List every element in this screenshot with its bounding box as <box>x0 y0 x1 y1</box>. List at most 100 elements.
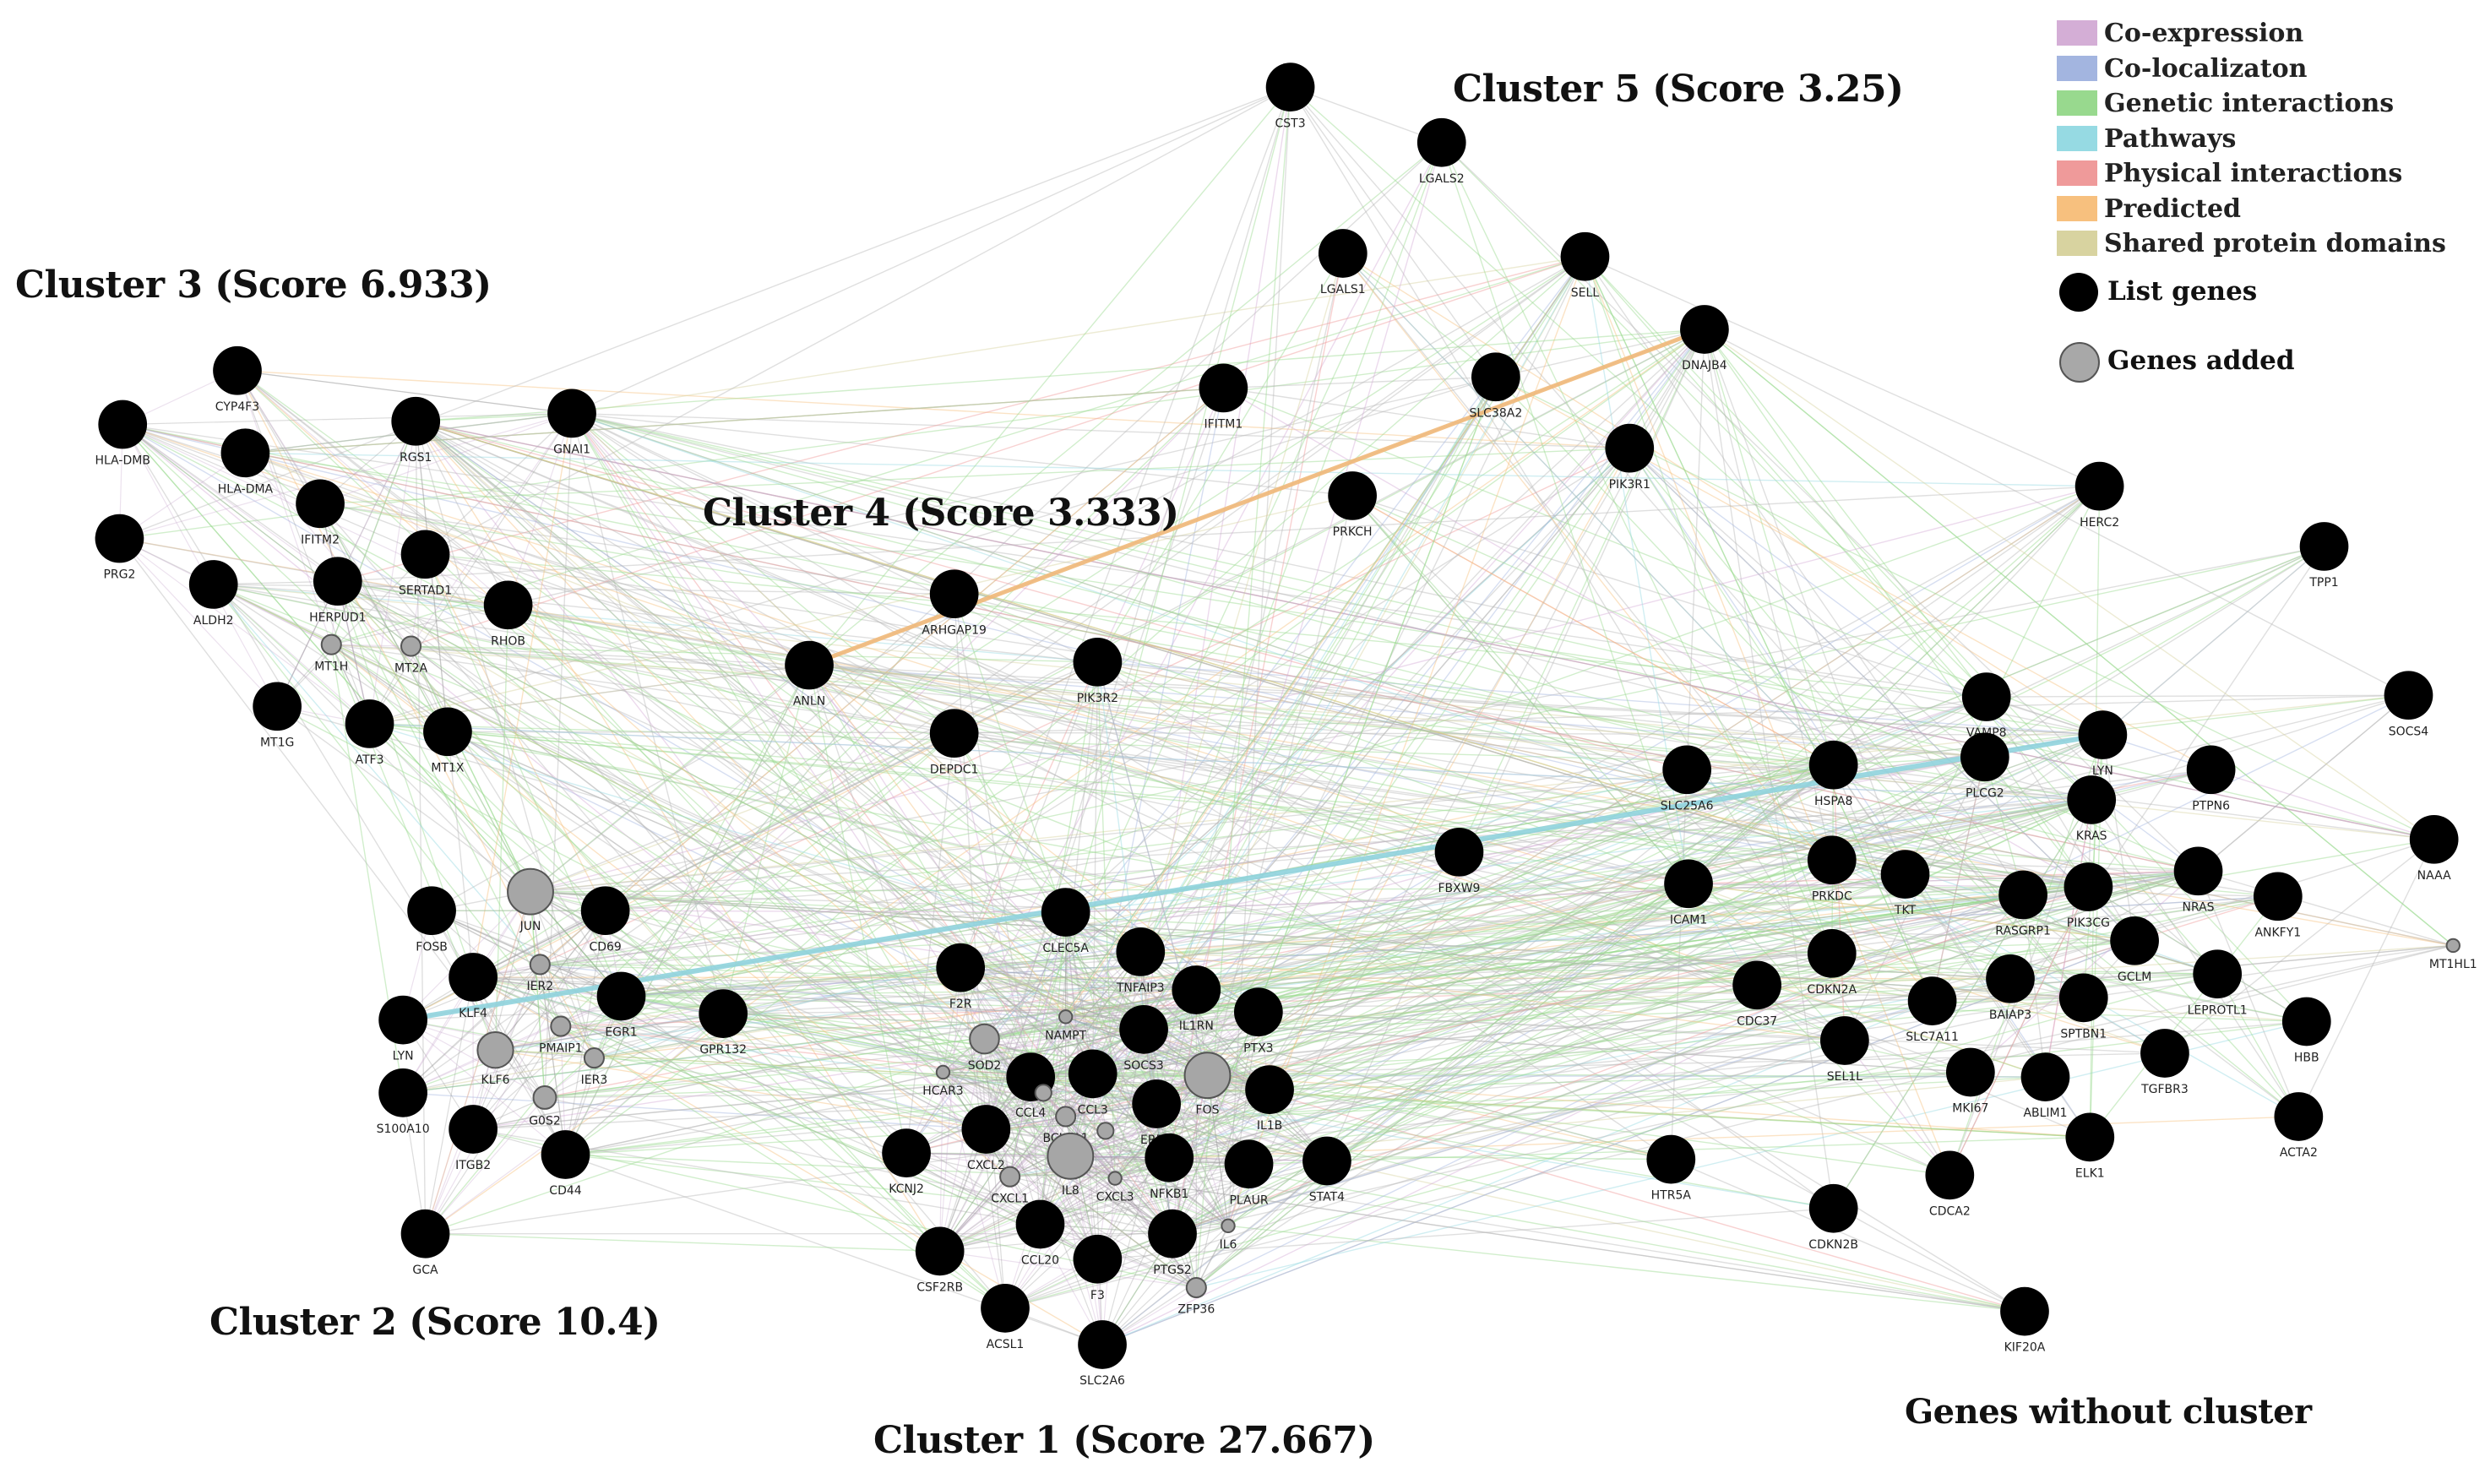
interaction-edge <box>1065 329 1705 913</box>
interaction-edge <box>960 86 1291 968</box>
interaction-edge <box>1207 769 1688 1076</box>
interaction-edge <box>985 448 1630 1130</box>
interaction-edge <box>808 664 1985 758</box>
interaction-edge <box>1686 329 1705 770</box>
interaction-edge <box>1688 769 2211 885</box>
interaction-edge <box>276 705 1066 1117</box>
interaction-edge <box>1144 973 2218 1030</box>
interaction-edge <box>939 1076 1031 1252</box>
gene-label-kras: KRAS <box>2076 829 2107 843</box>
interaction-edge <box>245 452 1971 1074</box>
interaction-edge <box>237 370 332 645</box>
interaction-edge <box>403 799 2092 1094</box>
interaction-edge <box>237 370 1630 449</box>
added-gene-node-jun <box>507 867 554 916</box>
interaction-edge <box>572 412 1630 449</box>
list-gene-node-ifitm1 <box>1199 363 1248 413</box>
gene-label-cxcl2: CXCL2 <box>967 1159 1005 1172</box>
interaction-edge <box>1092 1074 1103 1345</box>
interaction-edge <box>540 769 2211 965</box>
interaction-edge <box>1140 894 2024 953</box>
list-gene-node-rhob <box>483 580 533 630</box>
interaction-edge <box>540 964 1145 1030</box>
interaction-edge <box>402 486 2100 1094</box>
gene-label-gpr132: GPR132 <box>699 1043 747 1057</box>
interaction-edge <box>1172 495 1353 1234</box>
interaction-edge <box>905 256 1586 1154</box>
interaction-edge <box>984 886 2089 1040</box>
interaction-edge <box>402 964 541 1094</box>
gene-label-plcg2: PLCG2 <box>1966 786 2004 800</box>
interaction-edge <box>1326 894 2024 1162</box>
interaction-edge <box>1065 1016 1270 1090</box>
list-gene-node-prg2 <box>95 514 144 563</box>
interaction-edge <box>621 940 2135 997</box>
interaction-edge <box>1172 859 1833 1235</box>
list-gene-node-pik3r2 <box>1073 637 1123 687</box>
interaction-edge <box>213 584 1197 991</box>
added-gene-node-zfp36 <box>1185 1276 1207 1299</box>
interaction-edge <box>1949 886 2090 1176</box>
interaction-edge <box>1030 1076 2026 1313</box>
interaction-edge <box>1114 953 1832 1179</box>
interaction-edge <box>939 1089 1270 1252</box>
interaction-edge <box>954 732 1906 875</box>
interaction-edge <box>1269 973 2218 1090</box>
interaction-edge <box>237 370 595 1058</box>
interaction-edge <box>943 1029 1145 1074</box>
interaction-edge <box>906 1152 1071 1157</box>
interaction-edge <box>983 1039 1006 1308</box>
interaction-edge <box>1070 1155 2026 1313</box>
interaction-edge <box>986 953 1832 1130</box>
interaction-edge <box>1101 940 2135 1345</box>
interaction-edge <box>985 256 1586 1130</box>
interaction-edge <box>369 723 2089 888</box>
interaction-edge <box>473 944 2454 1130</box>
interaction-edge <box>1704 329 2409 696</box>
interaction-edge <box>415 421 810 666</box>
interaction-edge <box>447 731 1846 1041</box>
interaction-edge <box>983 1038 1041 1225</box>
interaction-edge <box>960 967 1328 1162</box>
interaction-edge <box>402 967 961 1094</box>
list-gene-node-tpp1 <box>2299 522 2349 571</box>
interaction-edge <box>1585 256 2100 487</box>
interaction-edge <box>1704 329 2454 946</box>
interaction-edge <box>1065 1016 1270 1090</box>
interaction-edge <box>119 538 370 725</box>
interaction-edge <box>986 1128 1197 1288</box>
interaction-edge <box>1195 883 1689 1289</box>
gene-label-nampt: NAMPT <box>1045 1029 1087 1042</box>
list-gene-node-baiap3 <box>1986 954 2035 1003</box>
interaction-edge <box>1833 696 1987 766</box>
list-gene-node-hbb <box>2281 997 2331 1046</box>
interaction-edge <box>122 423 411 647</box>
interaction-edge <box>1030 1076 1173 1235</box>
gene-label-ifitm2: IFITM2 <box>301 533 340 546</box>
interaction-edge <box>571 412 1353 497</box>
interaction-edge <box>369 723 2199 872</box>
interaction-edge <box>237 370 1208 1076</box>
interaction-edge <box>424 996 623 1235</box>
interaction-edge <box>1223 387 2089 888</box>
interaction-edge <box>571 412 1173 1235</box>
interaction-edge <box>369 376 1497 725</box>
interaction-edge <box>1269 448 1630 1090</box>
interaction-edge <box>985 86 1291 1130</box>
legend-swatch <box>2057 195 2097 221</box>
interaction-edge <box>621 732 955 997</box>
interaction-edge <box>1831 859 2166 1054</box>
interaction-edge <box>808 664 2046 1078</box>
interaction-edge <box>530 485 2100 893</box>
gene-label-ccl4: CCL4 <box>1015 1106 1046 1120</box>
interaction-edge <box>808 664 1832 861</box>
gene-label-herc2: HERC2 <box>2080 516 2119 530</box>
interaction-edge <box>564 911 606 1155</box>
interaction-edge <box>1172 1011 1259 1234</box>
interaction-edge <box>1196 873 1906 991</box>
interaction-edge <box>560 1025 1041 1226</box>
list-gene-node-socs4 <box>2384 671 2433 720</box>
interaction-edge <box>1688 486 2101 884</box>
interaction-edge <box>1905 799 2092 875</box>
gene-label-tgfbr3: TGFBR3 <box>2140 1083 2189 1096</box>
